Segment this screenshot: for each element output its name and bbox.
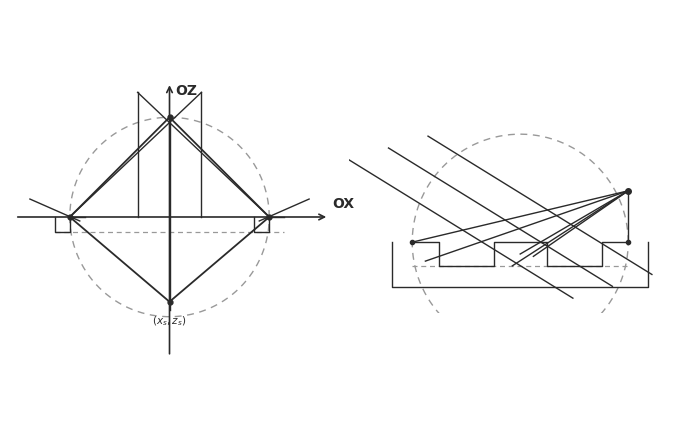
Text: OX: OX [332,197,354,211]
Text: $(x_s,z_s)$: $(x_s,z_s)$ [152,315,186,328]
Text: OZ: OZ [175,85,198,98]
